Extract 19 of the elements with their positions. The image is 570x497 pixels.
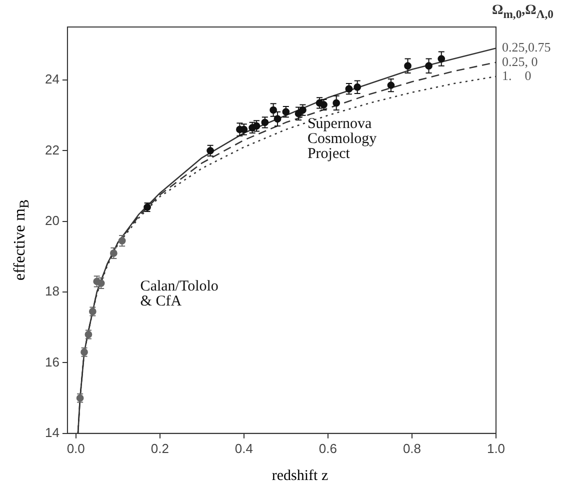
- series-label: 0.25, 0: [502, 54, 538, 69]
- y-tick-label: 24: [44, 72, 60, 87]
- x-tick-label: 1.0: [486, 440, 506, 456]
- x-axis-title: redshift z: [270, 468, 330, 485]
- y-tick-label: 14: [44, 424, 60, 440]
- y-tick-label: 20: [44, 212, 60, 228]
- x-tick-label: 0.4: [234, 440, 253, 456]
- annotation: Calan/Tololo & CfA: [140, 278, 218, 310]
- y-tick-label: 22: [44, 142, 60, 158]
- x-tick-label: 0.0: [66, 440, 85, 456]
- annotation: Supernova Cosmology Project: [307, 116, 378, 162]
- y-tick-label: 16: [44, 354, 60, 370]
- series-label: 0.25,0.75: [502, 40, 551, 55]
- y-tick-label: 18: [44, 284, 60, 299]
- legend-title: Ω$_{m,0}$,Ω$_{Λ,0}$: [492, 3, 554, 21]
- x-tick-label: 0.6: [318, 440, 337, 456]
- x-tick-label: 0.2: [150, 440, 169, 456]
- series-label: 1. 0: [502, 68, 532, 83]
- x-tick-label: 0.8: [402, 440, 422, 456]
